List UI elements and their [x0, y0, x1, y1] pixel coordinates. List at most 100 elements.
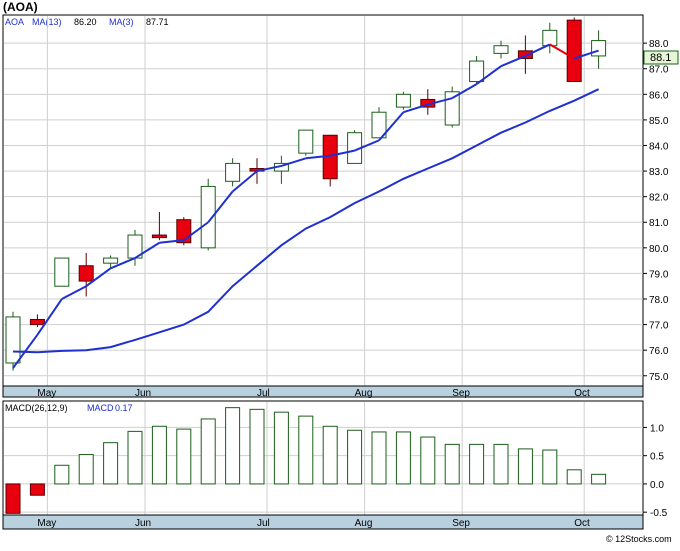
price-x-axis: May Jun Jul Aug Sep Oct: [37, 388, 590, 399]
ma3-line-segment: [36, 298, 63, 336]
price-y-tick-label: 75.0: [649, 372, 669, 383]
macd-bar: [444, 443, 460, 485]
price-x-tick-label: Oct: [574, 388, 590, 399]
ma3-line-segment: [256, 164, 282, 173]
macd-bar: [176, 428, 192, 485]
price-y-tick-label: 79.0: [649, 269, 669, 280]
macd-x-tick-label: Jul: [257, 518, 270, 529]
price-panel-frame: [2, 14, 644, 387]
candle-up: [54, 257, 70, 287]
macd-bar: [566, 469, 582, 485]
ma3-line-segment: [427, 97, 453, 106]
ma3-line-segment: [378, 111, 405, 142]
ma3-line-segment: [281, 157, 307, 167]
candle-up: [542, 29, 558, 47]
price-x-tick-label: Jul: [257, 388, 270, 399]
macd-bar-negative: [5, 483, 21, 514]
macd-bar: [273, 411, 289, 485]
macd-bar: [347, 429, 363, 485]
price-x-tick-label: Jun: [135, 388, 151, 399]
macd-bar: [151, 425, 167, 485]
macd-x-tick-label: May: [37, 518, 56, 529]
ma3-legend-value: 87.71: [146, 17, 169, 27]
ma13-legend-label: MA(13): [32, 17, 62, 27]
macd-x-tick-label: Oct: [574, 518, 590, 529]
last-price-label: 88.1: [650, 52, 671, 64]
macd-bar: [225, 407, 241, 485]
candle-down: [151, 234, 167, 239]
price-y-tick-label: 76.0: [649, 346, 669, 357]
price-x-tick-label: May: [37, 388, 56, 399]
price-y-tick-label: 78.0: [649, 295, 669, 306]
ma3-line-segment: [451, 83, 478, 100]
last-price-badge: [643, 50, 679, 65]
price-y-tick-label: 77.0: [649, 321, 669, 332]
candle-up: [200, 185, 216, 249]
ma13-legend-value: 86.20: [74, 17, 97, 27]
macd-y-tick-label: 0.0: [650, 480, 664, 491]
candle-up: [371, 111, 387, 139]
macd-bar: [54, 464, 70, 485]
macd-bar-negative: [29, 483, 45, 496]
ma3-line-segment: [305, 154, 331, 160]
macd-bar: [469, 443, 485, 485]
candle-up: [5, 316, 21, 364]
ma3-line-segment: [476, 65, 502, 85]
macd-x-tick-label: Jun: [135, 518, 151, 529]
candle-up: [493, 45, 509, 54]
ma3-line-segment: [354, 139, 380, 152]
candle-up: [444, 91, 460, 126]
ma3-line-segment: [183, 221, 209, 241]
price-y-tick-label: 86.0: [649, 90, 669, 101]
macd-x-axis: May Jun Jul Aug Sep Oct: [37, 518, 590, 529]
candle-down: [566, 19, 582, 83]
ticker-legend: AOA: [5, 17, 24, 27]
macd-title: MACD(26,12,9): [5, 403, 68, 413]
candle-up: [298, 129, 314, 154]
ma3-line-segment: [524, 43, 551, 57]
price-candles: [5, 17, 607, 371]
macd-bar: [395, 431, 411, 485]
macd-bar: [200, 418, 216, 485]
price-x-tick-label: Sep: [452, 388, 470, 399]
price-y-tick-label: 87.0: [649, 65, 669, 76]
macd-y-tick-label: -0.5: [650, 508, 668, 519]
candle-down: [78, 265, 94, 282]
candle-up: [591, 40, 607, 57]
ma3-line-segment: [61, 285, 87, 300]
ma13-line: [12, 88, 600, 354]
price-y-axis: 75.0 76.0 77.0 78.0 79.0 80.0 81.0 82.0 83.0 84.0…: [643, 39, 669, 383]
candle-up: [469, 60, 485, 83]
ma3-line-segment: [85, 267, 112, 288]
ma3-line-segment: [159, 239, 184, 244]
candle-up: [225, 162, 241, 182]
macd-y-axis: -0.5 0.0 0.5 1.0: [643, 423, 668, 519]
macd-bar: [103, 442, 119, 485]
macd-bar: [371, 431, 387, 485]
ma3-line-segment: [403, 103, 429, 114]
candle-down: [29, 318, 45, 326]
ma3-line-segment: [231, 170, 258, 193]
ma3-line-segment: [110, 257, 136, 270]
macd-value: 0.17: [115, 403, 133, 413]
macd-bar: [322, 425, 338, 485]
macd-value-label: MACD: [87, 403, 114, 413]
price-y-tick-label: 83.0: [649, 167, 669, 178]
macd-x-axis-band: [2, 514, 644, 530]
price-y-tick-label: 80.0: [649, 244, 669, 255]
macd-bar: [542, 449, 558, 485]
price-lines: [12, 43, 600, 369]
ma3-line-segment: [12, 334, 39, 369]
price-y-tick-label: 88.0: [649, 39, 669, 50]
candle-up: [103, 257, 119, 264]
watermark: © 12Stocks.com: [606, 534, 672, 544]
candle-down: [517, 50, 533, 59]
ma3-line-segment: [134, 241, 160, 259]
ma3-line-segment: [500, 55, 526, 68]
candle-up: [395, 93, 411, 108]
price-y-tick-label: 82.0: [649, 193, 669, 204]
ma3-line-segment: [207, 190, 234, 223]
macd-bars: [5, 407, 607, 514]
